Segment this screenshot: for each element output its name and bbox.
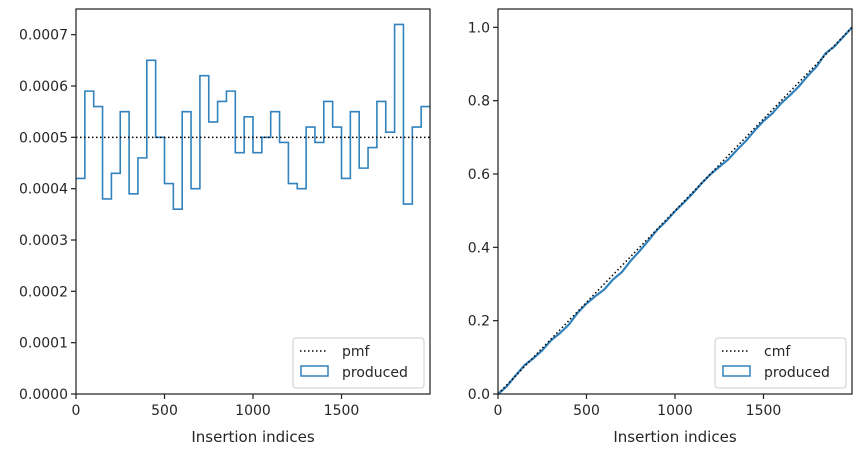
y-tick-label: 0.0007	[19, 28, 68, 44]
legend-right: cmf produced	[714, 337, 847, 389]
cmf-line	[497, 26, 853, 395]
legend-produced-label: produced	[764, 365, 830, 381]
x-tick-label: 0	[494, 403, 503, 419]
legend-produced-swatch	[722, 365, 751, 377]
pmf-histogram-panel: 0.0000 0.0001 0.0002 0.0003 0.0004 0.0005 0.00…	[19, 8, 431, 446]
cmf-marks	[497, 26, 853, 395]
legend-produced-swatch	[300, 365, 329, 377]
y-tick-label: 0.0006	[19, 79, 68, 95]
legend-pmf-label: pmf	[342, 344, 371, 360]
y-tick-label: 0.0005	[19, 130, 68, 146]
y-tick-label: 0.4	[468, 240, 490, 256]
x-tick-label: 1000	[657, 403, 693, 419]
legend-left: pmf produced	[292, 337, 425, 389]
x-axis-left: 0 500 1000 1500	[72, 394, 360, 419]
y-tick-label: 0.0000	[19, 387, 68, 403]
legend-cmf-label: cmf	[764, 344, 791, 360]
legend-produced-label: produced	[342, 365, 408, 381]
y-tick-label: 0.0003	[19, 233, 68, 249]
y-axis-right: 0.0 0.2 0.4 0.6 0.8 1.0	[468, 20, 498, 403]
x-tick-label: 1500	[324, 403, 360, 419]
produced-histogram-step	[76, 23, 430, 210]
y-tick-label: 0.6	[468, 167, 490, 183]
x-tick-label: 1000	[235, 403, 271, 419]
y-tick-label: 0.0001	[19, 336, 68, 352]
x-tick-label: 500	[151, 403, 178, 419]
cmf-panel: 0.0 0.2 0.4 0.6 0.8 1.0 0 500 1000 1500 Insertio…	[468, 8, 853, 446]
pmf-histogram-marks	[76, 23, 430, 210]
x-axis-label-left: Insertion indices	[191, 428, 314, 446]
y-axis-left: 0.0000 0.0001 0.0002 0.0003 0.0004 0.0005 0.00…	[19, 28, 76, 403]
y-tick-label: 1.0	[468, 20, 490, 36]
y-tick-label: 0.8	[468, 94, 490, 110]
y-tick-label: 0.0004	[19, 182, 68, 198]
y-tick-label: 0.0	[468, 387, 490, 403]
plot-area-left	[76, 9, 430, 394]
produced-cmf-line	[497, 26, 853, 395]
y-tick-label: 0.0002	[19, 284, 68, 300]
x-axis-label-right: Insertion indices	[613, 428, 736, 446]
x-axis-right: 0 500 1000 1500	[494, 394, 782, 419]
x-tick-label: 1500	[746, 403, 782, 419]
y-tick-label: 0.2	[468, 314, 490, 330]
x-tick-label: 500	[573, 403, 600, 419]
x-tick-label: 0	[72, 403, 81, 419]
plot-area-right	[498, 9, 852, 394]
